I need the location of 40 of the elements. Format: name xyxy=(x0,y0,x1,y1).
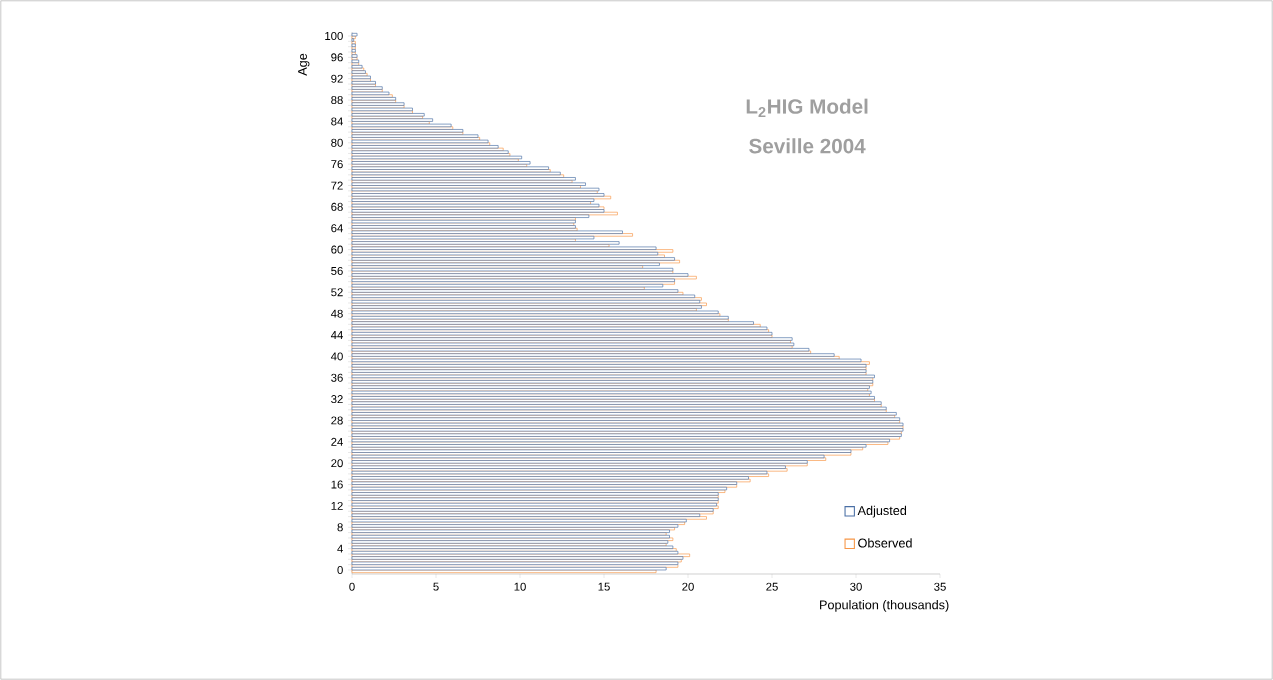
y-tick-label: 16 xyxy=(331,480,343,489)
y-tick-label: 84 xyxy=(331,117,343,126)
text: L$_{2}$HIG Model xyxy=(746,98,868,118)
text: Seville 2004 xyxy=(749,138,866,154)
y-tick-label: 24 xyxy=(331,437,343,446)
y-tick-label: 20 xyxy=(331,459,343,468)
y-tick-label: 64 xyxy=(331,224,343,233)
legend-label: Observed xyxy=(858,538,912,548)
y-tick-label: 76 xyxy=(331,160,343,169)
y-tick-label: 56 xyxy=(331,266,343,275)
x-tick-label: 25 xyxy=(766,582,778,591)
y-tick-label: 40 xyxy=(330,352,343,361)
y-tick-label: 12 xyxy=(331,501,343,510)
y-tick-label: 96 xyxy=(331,53,343,62)
x-tick-label: 35 xyxy=(934,582,946,591)
y-tick-label: 68 xyxy=(331,202,343,211)
x-tick-label: 15 xyxy=(598,582,610,591)
legend-label: Adjusted xyxy=(857,505,907,518)
y-tick-label: 28 xyxy=(331,416,343,425)
y-tick-label: 88 xyxy=(331,96,343,105)
y-tick-label: 52 xyxy=(331,288,343,297)
y-tick-label: 48 xyxy=(330,309,343,318)
x-axis-title: Population (thousands) xyxy=(820,600,949,612)
y-tick-label: 92 xyxy=(331,74,343,83)
y-tick-label: 60 xyxy=(331,245,343,254)
x-tick-label: 20 xyxy=(682,582,694,591)
y-tick-label: 44 xyxy=(330,331,343,339)
y-tick-label: 0 xyxy=(337,565,343,574)
y-axis-title: Age xyxy=(298,53,310,76)
y-tick-label: 4 xyxy=(337,544,343,553)
y-tick-label: 100 xyxy=(325,31,343,40)
y-tick-label: 80 xyxy=(331,138,343,147)
x-tick-label: 5 xyxy=(433,582,439,591)
y-tick-label: 8 xyxy=(337,523,343,532)
y-tick-label: 72 xyxy=(331,181,343,190)
x-tick-label: 0 xyxy=(349,582,355,591)
x-tick-label: 10 xyxy=(514,582,526,591)
x-tick-label: 30 xyxy=(850,582,862,591)
y-tick-label: 32 xyxy=(331,395,343,404)
y-tick-label: 36 xyxy=(331,373,343,382)
